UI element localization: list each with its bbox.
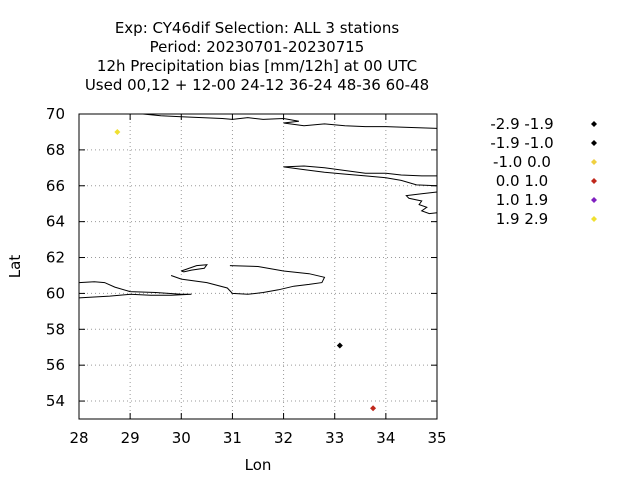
coastline xyxy=(78,281,192,299)
chart-title: Exp: CY46dif Selection: ALL 3 stations P… xyxy=(85,19,429,94)
legend-marker xyxy=(591,121,597,127)
legend-marker xyxy=(591,159,597,165)
station-point xyxy=(370,405,377,412)
title-line-4: Used 00,12 + 12-00 24-12 36-24 48-36 60-… xyxy=(85,76,429,94)
coastlines xyxy=(78,113,438,299)
station-point xyxy=(336,342,343,349)
x-tick-label: 30 xyxy=(172,429,191,447)
y-tick-label: 70 xyxy=(46,105,65,123)
legend-label: -2.9 -1.9 xyxy=(490,115,553,133)
x-tick-label: 29 xyxy=(121,429,140,447)
legend-label: 1.9 2.9 xyxy=(496,210,548,228)
coastline xyxy=(283,165,437,177)
coastline xyxy=(283,166,438,187)
station-point xyxy=(114,128,121,135)
grid xyxy=(79,114,437,419)
title-line-2: Period: 20230701-20230715 xyxy=(150,38,365,56)
x-tick-label: 34 xyxy=(376,429,395,447)
coastline xyxy=(142,113,438,129)
legend-label: -1.9 -1.0 xyxy=(490,134,553,152)
y-tick-label: 64 xyxy=(46,213,65,231)
title-line-3: 12h Precipitation bias [mm/12h] at 00 UT… xyxy=(97,57,417,75)
y-tick-label: 60 xyxy=(46,284,65,302)
x-tick-label: 31 xyxy=(223,429,242,447)
x-axis-label: Lon xyxy=(245,456,272,474)
legend-marker xyxy=(591,178,597,184)
legend-label: 1.0 1.9 xyxy=(496,191,548,209)
title-line-1: Exp: CY46dif Selection: ALL 3 stations xyxy=(115,19,400,37)
y-tick-label: 66 xyxy=(46,177,65,195)
legend-marker xyxy=(591,140,597,146)
y-tick-label: 58 xyxy=(46,320,65,338)
legend-marker xyxy=(591,197,597,203)
x-tick-label: 33 xyxy=(325,429,344,447)
axis-ticks: 28 29 30 31 32 33 34 35 54 56 58 60 62 64 66 68 70 xyxy=(46,105,447,447)
legend-marker xyxy=(591,216,597,222)
coastline xyxy=(405,191,438,215)
plot-frame xyxy=(78,113,438,420)
data-points xyxy=(114,128,377,412)
legend: -2.9 -1.9-1.9 -1.0-1.0 0.00.0 1.01.0 1.9… xyxy=(490,115,597,228)
y-tick-label: 56 xyxy=(46,356,65,374)
x-tick-label: 32 xyxy=(274,429,293,447)
y-tick-label: 54 xyxy=(46,392,65,410)
y-tick-label: 68 xyxy=(46,141,65,159)
coastline xyxy=(170,265,326,295)
x-tick-label: 35 xyxy=(427,429,446,447)
legend-label: 0.0 1.0 xyxy=(496,172,548,190)
y-axis-label: Lat xyxy=(6,255,24,279)
coastline xyxy=(181,264,208,273)
y-tick-label: 62 xyxy=(46,249,65,267)
x-tick-label: 28 xyxy=(69,429,88,447)
legend-label: -1.0 0.0 xyxy=(493,153,551,171)
